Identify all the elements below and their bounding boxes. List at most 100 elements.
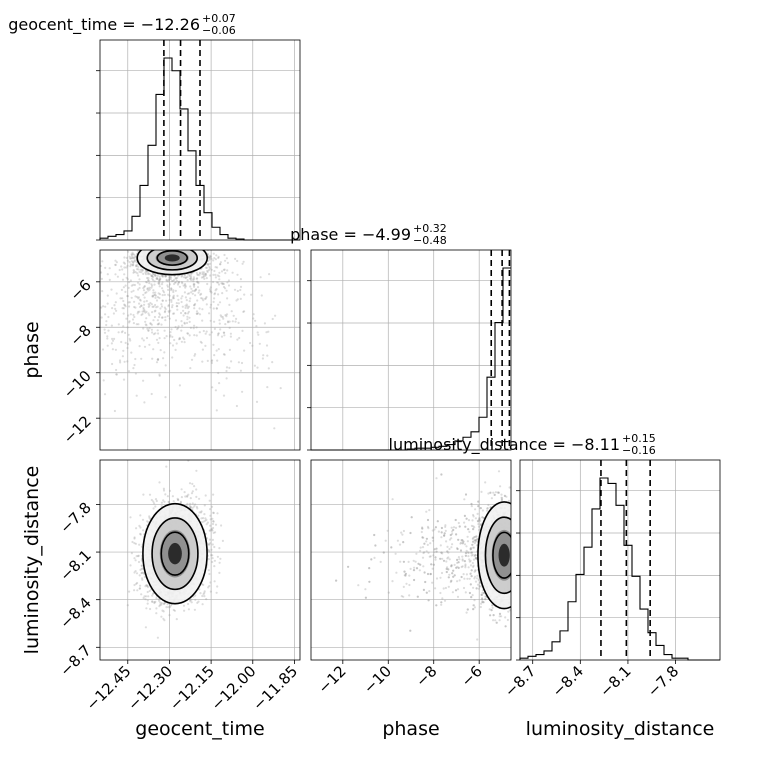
sample-point (138, 587, 142, 590)
sample-point (157, 357, 160, 361)
sample-point (206, 282, 209, 286)
sample-point (143, 595, 146, 598)
sample-point (162, 357, 165, 360)
sample-point (148, 282, 151, 285)
sample-point (135, 572, 139, 575)
sample-point (212, 511, 215, 515)
sample-point (228, 366, 231, 369)
sample-point (144, 626, 147, 629)
sample-point (211, 538, 214, 542)
sample-point (214, 389, 217, 392)
sample-point (146, 276, 149, 280)
sample-point (163, 602, 166, 605)
sample-point (186, 315, 189, 318)
sample-point (143, 401, 146, 404)
sample-point (144, 291, 147, 295)
sample-point (128, 255, 131, 258)
sample-point (158, 283, 161, 286)
sample-point (148, 304, 151, 307)
sample-point (202, 276, 205, 279)
sample-point (202, 275, 205, 278)
sample-point (176, 283, 180, 286)
sample-point (189, 277, 192, 280)
sample-point (182, 604, 186, 607)
sample-point (161, 299, 164, 302)
sample-point (175, 277, 178, 280)
sample-point (190, 279, 193, 282)
sample-point (131, 318, 135, 321)
sample-point (145, 336, 149, 340)
sample-point (193, 289, 196, 293)
sample-point (217, 293, 220, 296)
sample-point (242, 260, 245, 263)
title-luminosity_distance: luminosity_distance = −8.11 (389, 435, 620, 455)
sample-point (208, 267, 211, 270)
sample-point (136, 272, 139, 275)
sample-point (177, 298, 180, 301)
sample-point (227, 279, 230, 282)
sample-point (113, 409, 116, 413)
sample-point (191, 482, 194, 485)
sample-point (137, 554, 140, 557)
sample-point (184, 286, 187, 289)
sample-point (186, 318, 189, 321)
sample-point (217, 283, 221, 286)
sample-point (154, 309, 157, 312)
sample-point (111, 348, 114, 351)
sample-point (141, 269, 144, 272)
sample-point (123, 262, 126, 265)
sample-point (217, 348, 220, 351)
sample-point (188, 274, 191, 278)
sample-point (225, 257, 228, 260)
sample-point (132, 271, 135, 274)
sample-point (208, 584, 211, 588)
sample-point (152, 291, 155, 294)
sample-point (265, 344, 269, 347)
sample-point (114, 263, 117, 266)
sample-point (146, 586, 150, 589)
sample-point (187, 305, 191, 308)
sample-point (185, 321, 189, 325)
sample-point (135, 265, 138, 268)
sample-point (144, 323, 147, 326)
sample-point (122, 349, 125, 352)
sample-point (131, 257, 134, 260)
sample-point (184, 312, 187, 315)
sample-point (214, 266, 217, 269)
sample-point (230, 310, 233, 313)
sample-point (168, 614, 171, 617)
sample-point (218, 271, 221, 274)
sample-point (167, 501, 171, 504)
sample-point (205, 523, 208, 526)
sample-point (133, 542, 136, 545)
sample-point (189, 600, 192, 603)
sample-point (206, 359, 209, 362)
sample-point (147, 279, 150, 282)
sample-point (203, 591, 206, 594)
contour-line (156, 250, 189, 266)
sample-point (179, 311, 183, 315)
sample-point (208, 288, 212, 291)
sample-point (194, 288, 197, 291)
sample-point (128, 261, 131, 264)
sample-point (137, 265, 140, 268)
sample-point (188, 482, 192, 485)
sample-point (159, 601, 162, 604)
sample-point (173, 278, 176, 282)
sample-point (160, 283, 164, 286)
sample-point (239, 285, 243, 288)
sample-point (140, 313, 143, 317)
sample-point (158, 313, 162, 316)
sample-point (215, 409, 218, 412)
sample-point (140, 268, 143, 271)
sample-point (101, 260, 104, 263)
sample-point (163, 311, 166, 314)
sample-point (190, 276, 193, 279)
sample-point (135, 323, 138, 326)
sample-point (189, 598, 192, 602)
sample-point (137, 296, 140, 299)
sample-point (121, 297, 124, 300)
sample-point (175, 342, 178, 345)
sample-point (207, 569, 210, 572)
sample-point (143, 303, 146, 306)
